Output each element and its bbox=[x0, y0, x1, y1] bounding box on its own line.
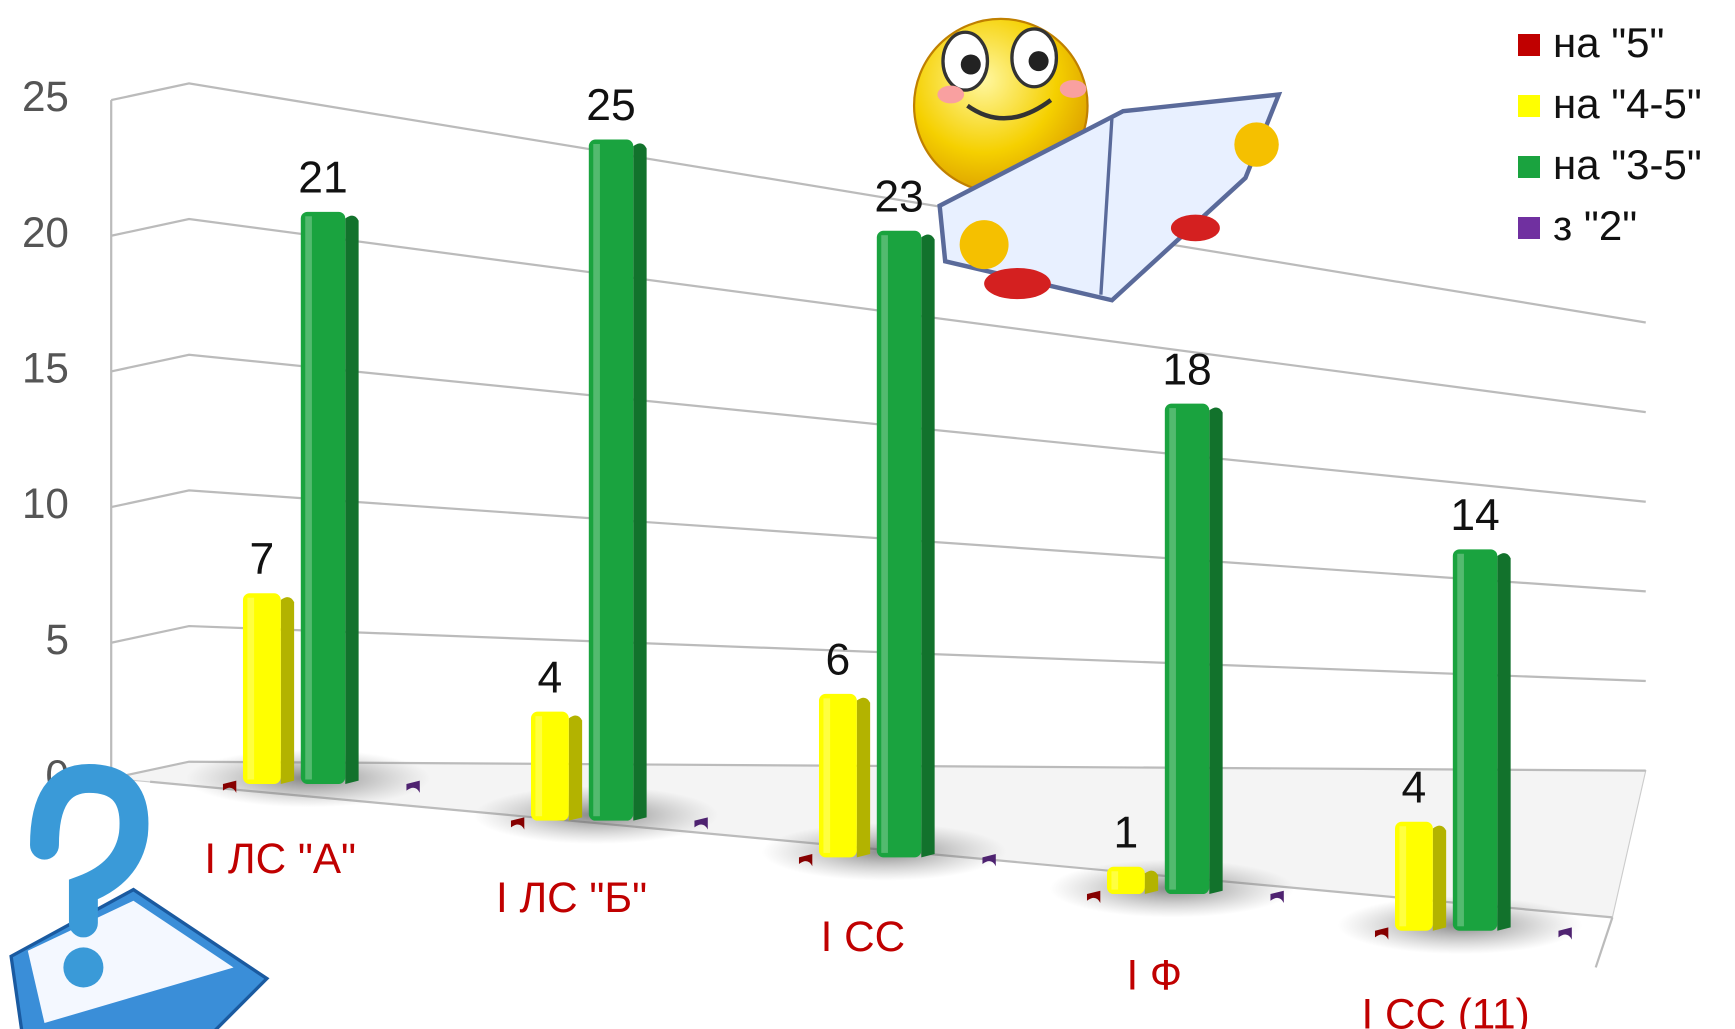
y-tick-label: 15 bbox=[22, 345, 69, 392]
bar bbox=[818, 693, 871, 858]
grid-line bbox=[110, 624, 1646, 683]
bar-face bbox=[876, 230, 922, 858]
x-tick-label: I Ф bbox=[1126, 952, 1182, 999]
bar-highlight bbox=[823, 698, 831, 853]
bar-side bbox=[280, 597, 295, 784]
bar-side bbox=[633, 143, 647, 821]
bar bbox=[300, 211, 359, 784]
legend-swatch bbox=[1518, 156, 1540, 178]
bar-face bbox=[242, 593, 281, 784]
bar-side bbox=[406, 780, 420, 793]
bar bbox=[1558, 927, 1572, 940]
bar-side bbox=[921, 234, 935, 858]
data-label: 4 bbox=[538, 653, 563, 702]
bar bbox=[798, 854, 813, 867]
bar-side bbox=[1497, 553, 1511, 931]
data-label: 1 bbox=[1114, 808, 1139, 857]
bar-highlight bbox=[593, 144, 600, 817]
data-label: 23 bbox=[874, 172, 923, 221]
bar-face bbox=[1106, 866, 1145, 895]
legend: на "5" на "4-5" на "3-5" з "2" bbox=[1518, 19, 1702, 249]
bar-highlight bbox=[1111, 871, 1119, 890]
bar-side bbox=[345, 215, 359, 784]
y-tick-label: 5 bbox=[45, 616, 68, 663]
bar bbox=[694, 817, 708, 830]
legend-label: на "5" bbox=[1553, 19, 1664, 66]
bar bbox=[530, 711, 583, 821]
bar bbox=[1086, 890, 1101, 903]
bar-face bbox=[1164, 403, 1210, 895]
bar-side bbox=[1086, 890, 1101, 903]
legend-swatch bbox=[1518, 217, 1540, 239]
bar bbox=[242, 593, 295, 784]
bar-side bbox=[856, 697, 871, 858]
y-tick-label: 20 bbox=[22, 209, 69, 256]
legend-swatch bbox=[1518, 95, 1540, 117]
bar bbox=[1270, 890, 1284, 903]
data-label: 7 bbox=[250, 535, 275, 584]
bar-side bbox=[1558, 927, 1572, 940]
bar-side bbox=[1432, 825, 1447, 931]
bar-face bbox=[300, 211, 346, 784]
bar bbox=[510, 817, 525, 830]
x-tick-label: I СС bbox=[821, 913, 906, 960]
bar-side bbox=[568, 715, 583, 821]
legend-label: на "4-5" bbox=[1553, 80, 1702, 127]
legend-label: на "3-5" bbox=[1553, 141, 1702, 188]
bar-side bbox=[1144, 870, 1159, 895]
data-label: 14 bbox=[1450, 491, 1499, 540]
bar bbox=[588, 139, 647, 821]
bar-side bbox=[1270, 890, 1284, 903]
bar bbox=[1374, 927, 1389, 940]
bar-highlight bbox=[1399, 826, 1407, 927]
grid-line bbox=[110, 217, 1646, 414]
data-label: 6 bbox=[826, 636, 851, 685]
bar bbox=[406, 780, 420, 793]
bar-highlight bbox=[1169, 408, 1176, 890]
bar-side bbox=[222, 780, 237, 793]
decoration bbox=[9, 17, 1283, 1029]
bar bbox=[1395, 821, 1447, 931]
bar-side bbox=[510, 817, 525, 830]
bar-face bbox=[588, 139, 634, 821]
grid-line bbox=[110, 489, 1646, 593]
data-label: 25 bbox=[586, 81, 635, 130]
bar bbox=[1452, 549, 1511, 931]
bar-face bbox=[1395, 821, 1433, 931]
bar bbox=[1106, 866, 1159, 895]
x-tick-label: I ЛС "Б" bbox=[496, 874, 647, 921]
legend-label: з "2" bbox=[1553, 202, 1637, 249]
bar-highlight bbox=[881, 235, 888, 853]
x-tick-label: I СС (11) bbox=[1361, 991, 1529, 1029]
bar-side bbox=[694, 817, 708, 830]
data-label: 21 bbox=[298, 153, 347, 202]
bar-face bbox=[818, 693, 857, 858]
grid-line bbox=[110, 353, 1646, 503]
bar-side bbox=[1209, 407, 1223, 895]
grid-line bbox=[110, 760, 1646, 780]
bar-highlight bbox=[1457, 553, 1464, 927]
bar-highlight bbox=[535, 716, 543, 817]
bar bbox=[876, 230, 935, 858]
bar bbox=[222, 780, 237, 793]
bar bbox=[1164, 403, 1223, 895]
bar-face bbox=[530, 711, 569, 821]
data-label: 18 bbox=[1162, 345, 1211, 394]
bar-side bbox=[982, 854, 996, 867]
y-tick-label: 25 bbox=[22, 73, 69, 120]
bar-highlight bbox=[305, 216, 312, 780]
y-tick-label: 10 bbox=[22, 480, 69, 527]
bar-side bbox=[1374, 927, 1389, 940]
bar-highlight bbox=[247, 597, 255, 780]
bar-side bbox=[798, 854, 813, 867]
x-axis-side bbox=[1594, 917, 1614, 968]
legend-swatch bbox=[1518, 34, 1540, 56]
bar bbox=[982, 854, 996, 867]
bar-face bbox=[1452, 549, 1498, 931]
x-tick-label: I ЛС "А" bbox=[204, 835, 356, 882]
data-label: 4 bbox=[1402, 763, 1427, 812]
